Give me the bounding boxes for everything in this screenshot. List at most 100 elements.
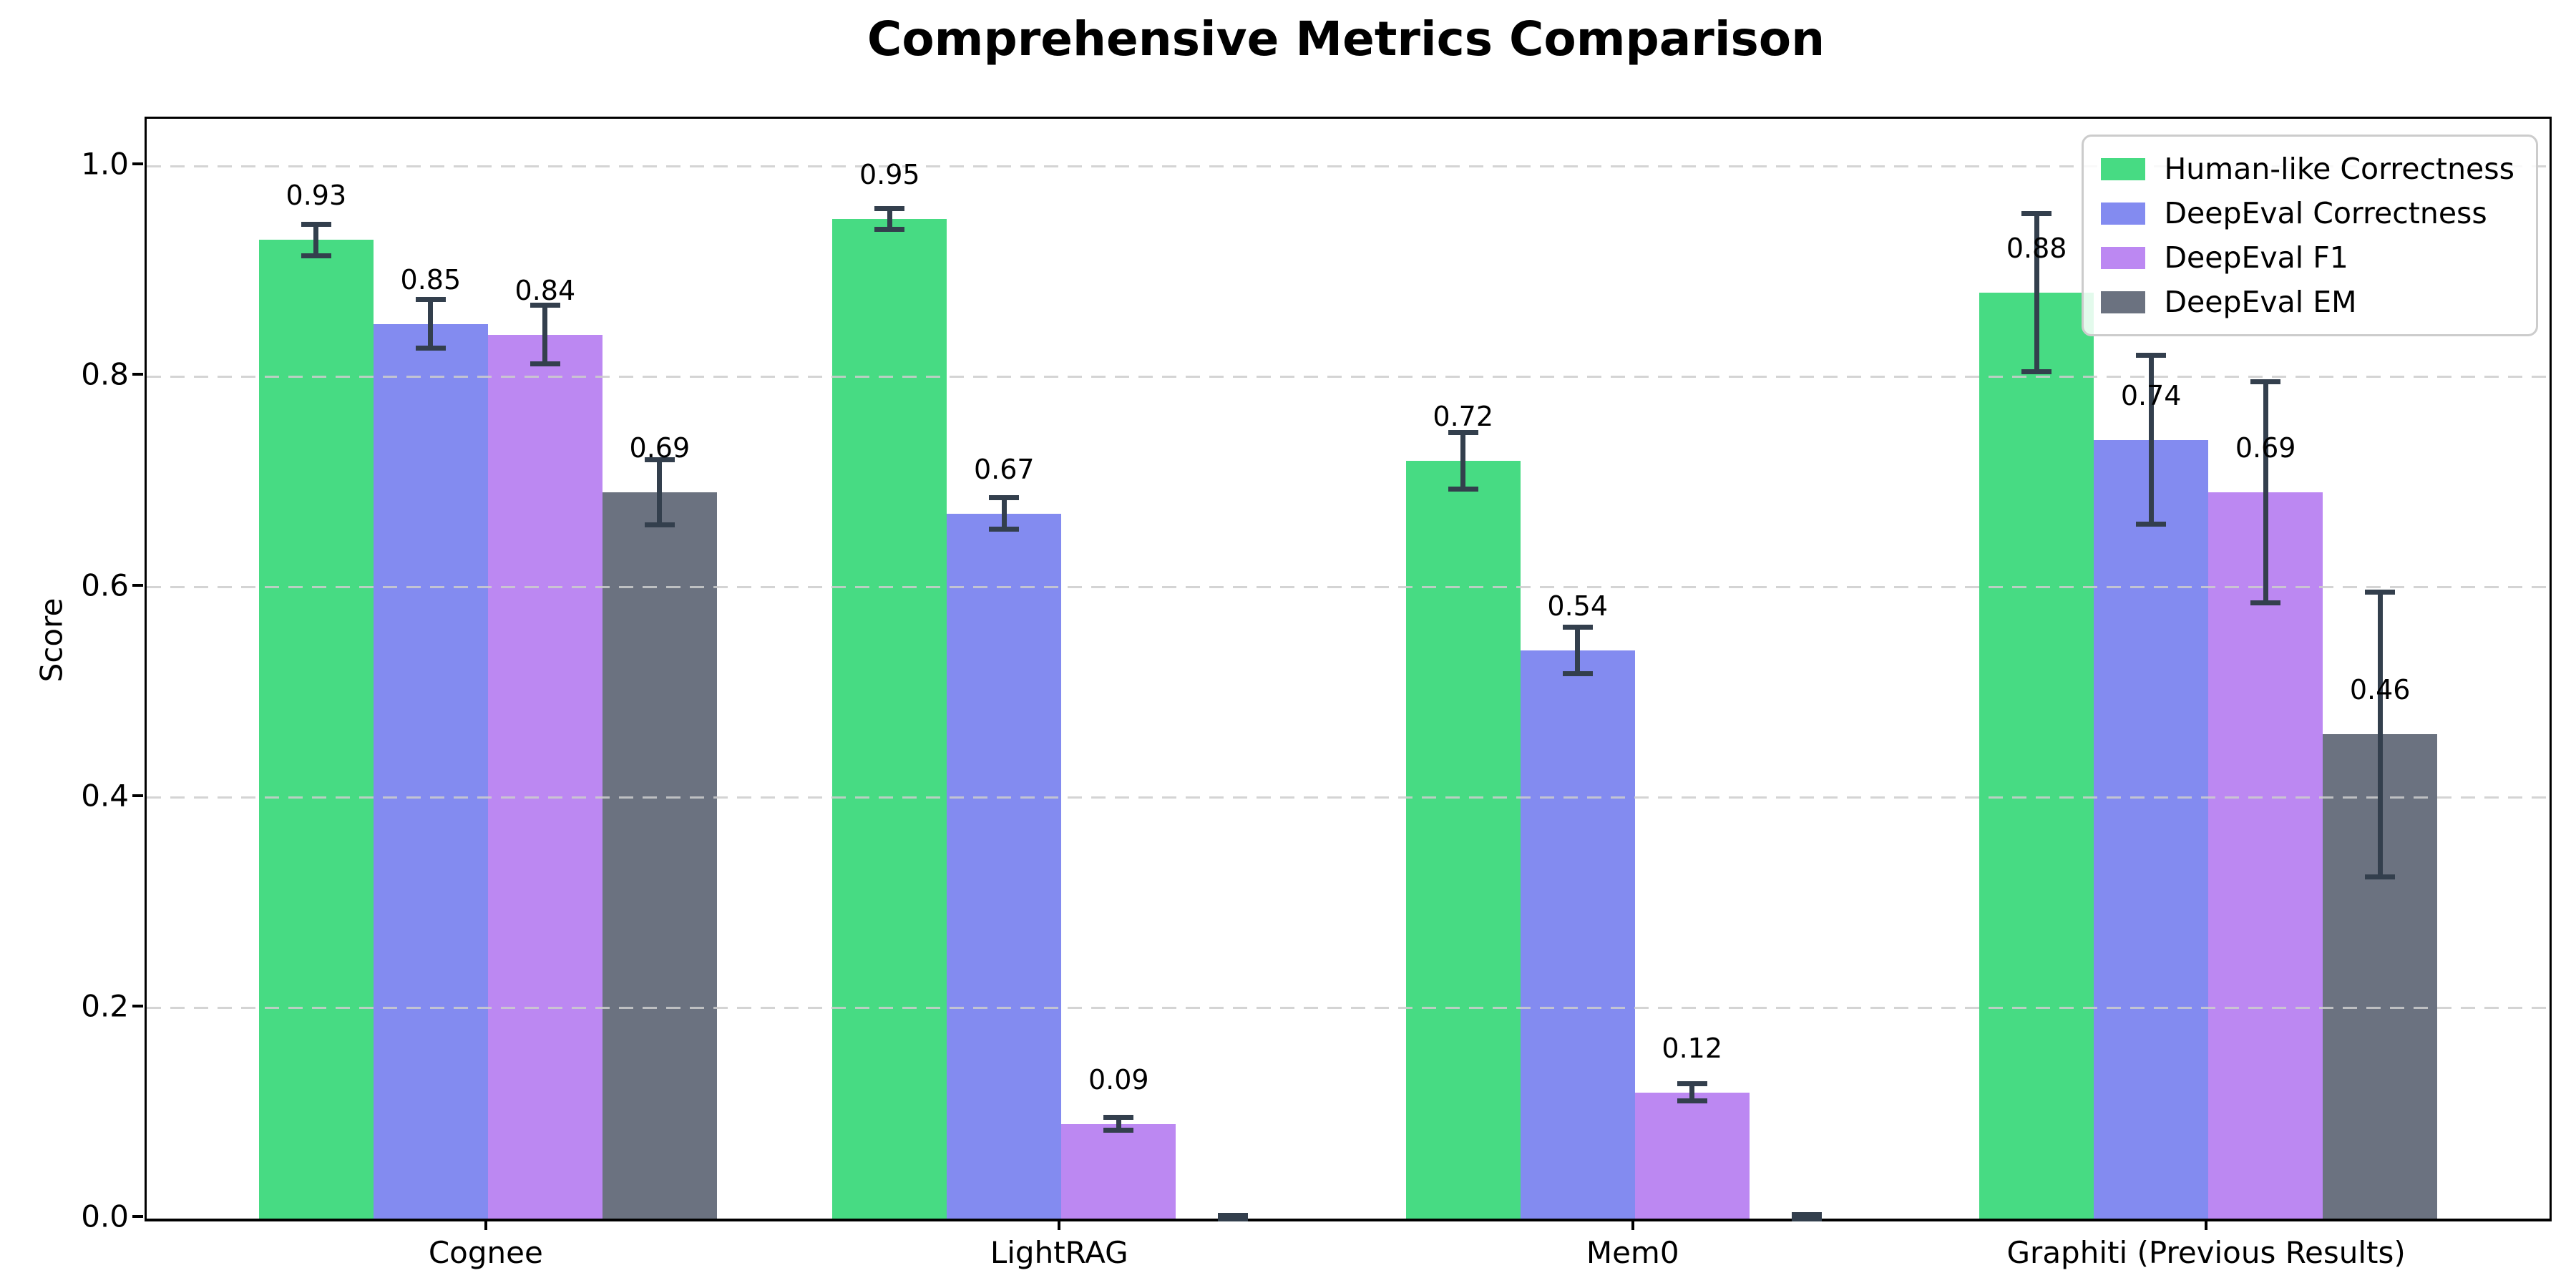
bar-value-label-deepeval-f1-3: 0.69 [2235, 432, 2296, 464]
error-cap-top-deepeval-correctness-0 [415, 297, 446, 303]
bar-deepeval-f1-2 [1634, 1092, 1750, 1219]
error-cap-bottom-human-like-correctness-1 [874, 226, 905, 232]
error-cap-bottom-deepeval-correctness-1 [989, 527, 1020, 532]
y-tick-label-0.8: 0.8 [81, 356, 129, 392]
error-cap-top-deepeval-em-0 [644, 457, 675, 463]
bar-human-like-correctness-1 [832, 218, 947, 1219]
x-tick-label-0: Cognee [428, 1235, 543, 1270]
error-cap-bottom-human-like-correctness-0 [301, 253, 331, 258]
error-bar-human-like-correctness-2 [1460, 432, 1466, 489]
bar-deepeval-correctness-1 [947, 513, 1062, 1219]
error-cap-top-deepeval-correctness-3 [2136, 353, 2167, 358]
bar-value-label-deepeval-f1-0: 0.84 [514, 274, 576, 306]
legend-item-1: DeepEval Correctness [2101, 191, 2514, 235]
x-tick-label-1: LightRAG [990, 1235, 1128, 1270]
bar-deepeval-f1-1 [1061, 1123, 1176, 1219]
error-cap-top-human-like-correctness-3 [2021, 210, 2052, 216]
gridline-0.8 [147, 375, 2550, 378]
y-tick-mark-0.4 [132, 794, 143, 797]
gridline-0.6 [147, 586, 2550, 589]
bar-value-label-human-like-correctness-0: 0.93 [286, 180, 347, 212]
y-axis-title: Score [34, 597, 69, 683]
bar-value-label-human-like-correctness-2: 0.72 [1433, 401, 1494, 433]
legend-label-3: DeepEval EM [2164, 285, 2357, 319]
y-tick-label-0.0: 0.0 [81, 1199, 129, 1234]
y-tick-mark-1.0 [132, 162, 143, 166]
error-cap-top-deepeval-f1-3 [2250, 379, 2281, 385]
y-tick-label-1.0: 1.0 [81, 146, 129, 182]
legend-item-3: DeepEval EM [2101, 280, 2514, 324]
error-cap-top-deepeval-f1-0 [530, 302, 560, 308]
error-bar-deepeval-correctness-2 [1575, 627, 1581, 674]
error-bar-human-like-correctness-0 [313, 224, 319, 256]
legend: Human-like Correctness DeepEval Correctne… [2082, 135, 2538, 336]
y-tick-label-0.6: 0.6 [81, 567, 129, 602]
error-cap-top-deepeval-em-1 [1218, 1213, 1249, 1219]
bar-value-label-deepeval-correctness-2: 0.54 [1547, 590, 1609, 622]
error-cap-bottom-deepeval-em-3 [2365, 874, 2396, 879]
bar-human-like-correctness-0 [258, 240, 374, 1219]
error-cap-bottom-deepeval-correctness-2 [1562, 670, 1593, 676]
bar-value-label-deepeval-correctness-1: 0.67 [973, 453, 1035, 485]
x-tick-mark-3 [2205, 1219, 2208, 1230]
legend-swatch-2 [2101, 246, 2146, 269]
bar-value-label-deepeval-correctness-0: 0.85 [400, 263, 462, 296]
x-tick-label-2: Mem0 [1586, 1235, 1679, 1270]
error-cap-top-deepeval-correctness-2 [1562, 624, 1593, 630]
error-bar-deepeval-correctness-3 [2148, 355, 2154, 525]
error-cap-bottom-deepeval-correctness-3 [2136, 521, 2167, 527]
error-bar-deepeval-f1-0 [542, 305, 548, 364]
y-tick-mark-0.8 [132, 373, 143, 376]
error-cap-top-human-like-correctness-0 [301, 221, 331, 227]
error-cap-bottom-human-like-correctness-3 [2021, 369, 2052, 374]
bar-deepeval-f1-0 [487, 334, 602, 1219]
error-cap-bottom-deepeval-correctness-0 [415, 346, 446, 351]
legend-label-2: DeepEval F1 [2164, 240, 2348, 275]
y-tick-mark-0.2 [132, 1004, 143, 1008]
plot-area: 0.93 0.95 0.72 0.88 0.85 0.67 0.54 0.74 0.84 0.09… [145, 117, 2552, 1221]
error-cap-top-human-like-correctness-1 [874, 205, 905, 211]
error-cap-top-deepeval-correctness-1 [989, 495, 1020, 500]
bar-human-like-correctness-3 [1979, 292, 2094, 1219]
bar-value-label-deepeval-em-0: 0.69 [629, 432, 691, 464]
error-cap-top-deepeval-f1-2 [1677, 1081, 1707, 1087]
legend-label-1: DeepEval Correctness [2164, 196, 2487, 230]
gridline-1.0 [147, 165, 2550, 167]
x-tick-mark-1 [1058, 1219, 1061, 1230]
error-cap-top-deepeval-f1-1 [1103, 1115, 1134, 1121]
error-bar-deepeval-correctness-1 [1001, 497, 1007, 530]
x-tick-mark-0 [484, 1219, 487, 1230]
gridline-0.4 [147, 796, 2550, 799]
bar-value-label-deepeval-correctness-3: 0.74 [2120, 379, 2182, 411]
error-cap-bottom-deepeval-f1-2 [1677, 1098, 1707, 1103]
error-bar-deepeval-em-3 [2377, 592, 2383, 877]
y-tick-label-0.2: 0.2 [81, 988, 129, 1024]
x-tick-mark-2 [1631, 1219, 1634, 1230]
legend-swatch-0 [2101, 157, 2146, 180]
error-cap-bottom-deepeval-f1-0 [530, 361, 560, 367]
legend-swatch-3 [2101, 291, 2146, 313]
error-bar-deepeval-f1-1 [1116, 1117, 1121, 1131]
error-cap-top-deepeval-em-2 [1791, 1211, 1822, 1217]
y-tick-mark-0.0 [132, 1215, 143, 1218]
legend-item-2: DeepEval F1 [2101, 235, 2514, 280]
bar-deepeval-correctness-0 [373, 323, 488, 1219]
bar-deepeval-f1-3 [2208, 492, 2323, 1219]
error-bar-deepeval-f1-3 [2263, 381, 2268, 603]
error-cap-bottom-deepeval-f1-3 [2250, 600, 2281, 606]
y-tick-mark-0.6 [132, 583, 143, 587]
bar-value-label-deepeval-em-3: 0.46 [2349, 674, 2411, 706]
error-cap-top-human-like-correctness-2 [1448, 429, 1478, 435]
error-cap-bottom-deepeval-em-1 [1218, 1216, 1249, 1221]
bar-deepeval-em-0 [602, 492, 717, 1219]
error-cap-bottom-deepeval-em-0 [644, 522, 675, 528]
error-cap-bottom-deepeval-em-2 [1791, 1216, 1822, 1221]
legend-label-0: Human-like Correctness [2164, 152, 2514, 186]
error-cap-bottom-deepeval-f1-1 [1103, 1127, 1134, 1133]
chart-title: Comprehensive Metrics Comparison [867, 11, 1825, 67]
y-tick-label-0.4: 0.4 [81, 778, 129, 814]
bar-human-like-correctness-2 [1405, 461, 1521, 1219]
bar-value-label-deepeval-f1-2: 0.12 [1662, 1032, 1723, 1064]
x-tick-label-3: Graphiti (Previous Results) [2006, 1235, 2406, 1270]
